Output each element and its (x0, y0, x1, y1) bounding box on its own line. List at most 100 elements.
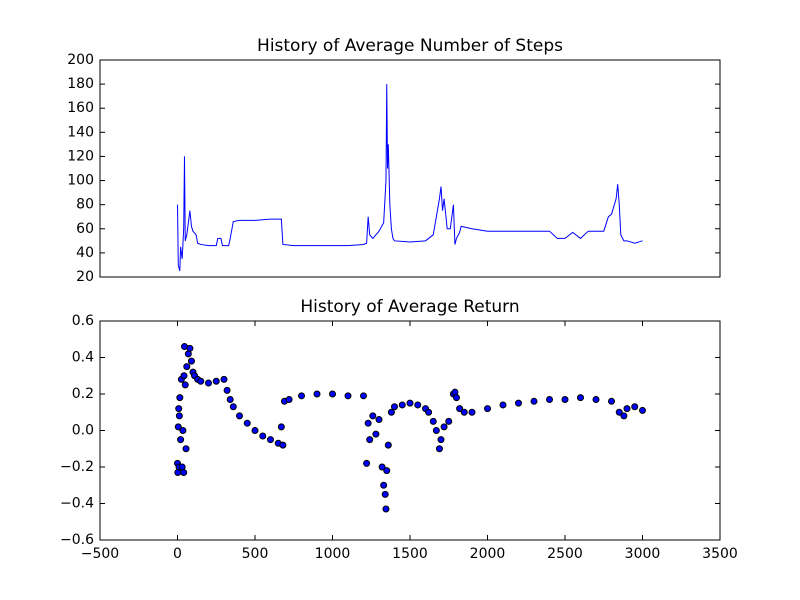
data-point (435, 445, 443, 453)
data-point (414, 401, 422, 409)
y-tick-label: 0.6 (72, 313, 94, 329)
data-point (229, 403, 237, 411)
data-point (186, 344, 194, 352)
data-point (639, 406, 646, 414)
data-point (179, 427, 187, 434)
y-tick-label: −0.4 (60, 496, 94, 512)
data-point (592, 395, 600, 403)
data-point (180, 468, 188, 476)
data-point (277, 423, 285, 431)
data-point (223, 386, 231, 394)
data-point (181, 381, 189, 389)
data-point (425, 408, 433, 416)
data-point (515, 399, 522, 407)
x-tick-label: 3500 (702, 546, 738, 562)
chart-title: History of Average Return (300, 297, 519, 317)
data-point (279, 441, 287, 449)
data-point (212, 377, 220, 385)
data-point (313, 390, 321, 398)
data-point (453, 394, 460, 402)
data-point (236, 412, 243, 420)
data-point (381, 490, 389, 498)
x-tick-label: 1500 (392, 546, 428, 562)
data-point (437, 436, 445, 444)
data-point (382, 505, 390, 513)
data-point (620, 412, 628, 420)
data-point (440, 423, 448, 431)
data-point (175, 412, 183, 420)
data-point (226, 395, 234, 403)
data-point (285, 395, 293, 403)
data-point (366, 436, 374, 444)
y-tick-label: 100 (67, 173, 94, 189)
y-tick-label: −0.6 (60, 532, 94, 548)
data-point (608, 397, 615, 405)
y-tick-label: 160 (67, 100, 94, 116)
data-point (530, 397, 538, 405)
data-point (183, 363, 191, 371)
data-point (391, 403, 398, 411)
data-point (499, 401, 507, 409)
data-point (484, 405, 491, 413)
y-tick-label: 0.4 (72, 350, 94, 366)
data-point (267, 436, 274, 444)
x-tick-label: 500 (242, 546, 269, 562)
y-tick-label: 200 (67, 52, 94, 68)
y-tick-label: −0.2 (60, 459, 94, 475)
data-point (329, 390, 336, 398)
y-tick-label: 40 (76, 245, 94, 261)
data-point (546, 395, 553, 403)
x-tick-label: 2000 (470, 546, 506, 562)
x-tick-label: −500 (81, 546, 119, 562)
y-tick-label: 0.0 (72, 423, 94, 439)
x-tick-label: 0 (173, 546, 182, 562)
data-point (220, 375, 228, 383)
y-tick-label: 0.2 (72, 386, 94, 402)
data-point (243, 419, 251, 427)
data-point (429, 417, 437, 425)
chart-title: History of Average Number of Steps (257, 36, 563, 56)
data-point (369, 412, 377, 420)
y-tick-label: 20 (76, 269, 94, 285)
y-tick-label: 120 (67, 148, 94, 164)
data-point (175, 405, 183, 413)
data-point (364, 419, 372, 427)
data-point (205, 379, 212, 387)
y-tick-label: 180 (67, 76, 94, 92)
data-point (259, 432, 267, 440)
x-tick-label: 1000 (315, 546, 351, 562)
data-point (623, 405, 631, 413)
data-point (360, 392, 367, 400)
x-tick-label: 2500 (547, 546, 583, 562)
data-point (174, 423, 182, 431)
data-point (456, 405, 464, 413)
data-point (344, 392, 352, 400)
data-point (384, 441, 392, 449)
data-point (460, 408, 468, 416)
data-point (180, 372, 188, 380)
axes-frame (99, 59, 721, 278)
data-point (197, 377, 205, 385)
data-point (177, 436, 185, 444)
data-point (380, 481, 388, 489)
data-point (372, 430, 380, 438)
data-point (577, 394, 584, 402)
y-tick-label: 60 (76, 221, 94, 237)
data-point (615, 408, 623, 416)
data-point (375, 416, 383, 424)
x-tick-label: 3000 (625, 546, 661, 562)
axes-frame (99, 320, 721, 541)
data-point (187, 357, 195, 365)
data-point (363, 459, 371, 467)
y-tick-label: 140 (67, 124, 94, 140)
data-line (177, 84, 643, 272)
data-point (176, 394, 184, 402)
data-point (298, 392, 305, 400)
data-point (378, 463, 386, 471)
data-point (251, 427, 259, 434)
data-point (561, 395, 569, 403)
y-tick-label: 80 (76, 197, 94, 213)
data-point (432, 427, 440, 434)
data-point (182, 445, 190, 453)
